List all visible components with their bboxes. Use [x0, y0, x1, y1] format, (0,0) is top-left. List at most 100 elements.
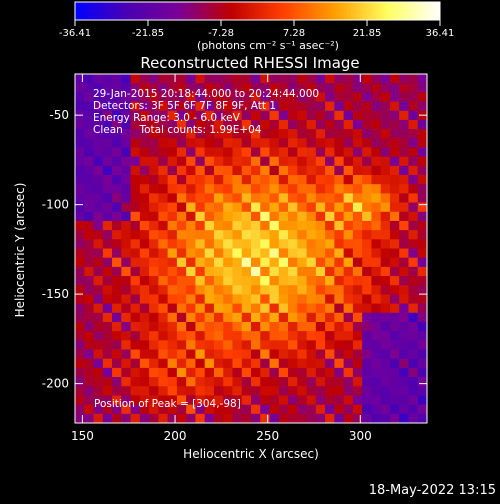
heatmap-cell: [186, 257, 196, 268]
heatmap-cell: [269, 312, 280, 323]
heatmap-cell: [315, 184, 326, 194]
heatmap-cell: [204, 119, 215, 130]
heatmap-cell: [417, 266, 427, 277]
heatmap-cell: [380, 184, 391, 194]
heatmap-cell: [389, 165, 400, 176]
heatmap-cell: [139, 202, 150, 213]
heatmap-cell: [352, 211, 363, 222]
heatmap-cell: [315, 321, 326, 332]
heatmap-cell: [288, 184, 298, 194]
heatmap-cell: [334, 312, 345, 323]
heatmap-cell: [149, 386, 159, 396]
heatmap-cell: [325, 349, 335, 360]
heatmap-cell: [417, 248, 427, 259]
heatmap-cell: [176, 211, 187, 222]
heatmap-cell: [371, 257, 382, 268]
heatmap-cell: [371, 321, 382, 332]
heatmap-cell: [130, 211, 141, 222]
heatmap-cell: [121, 404, 131, 415]
heatmap-cell: [195, 220, 206, 231]
heatmap-cell: [362, 377, 372, 387]
heatmap-cell: [399, 74, 409, 84]
heatmap-cell: [251, 211, 261, 222]
heatmap-cell: [223, 395, 233, 406]
heatmap-cell: [380, 110, 391, 121]
heatmap-cell: [389, 230, 400, 240]
heatmap-cell: [288, 266, 298, 277]
heatmap-cell: [371, 294, 382, 304]
heatmap-cell: [232, 119, 243, 130]
heatmap-cell: [84, 266, 94, 277]
heatmap-cell: [260, 321, 270, 332]
heatmap-cell: [149, 285, 159, 295]
heatmap-cell: [352, 266, 363, 277]
heatmap-cell: [352, 294, 363, 304]
heatmap-cell: [195, 358, 206, 369]
heatmap-cell: [75, 312, 85, 323]
colorbar-tick-label: -36.41: [59, 28, 91, 39]
heatmap-cell: [251, 413, 261, 423]
heatmap-cell: [213, 119, 224, 130]
heatmap-cell: [158, 285, 169, 295]
heatmap-cell: [343, 202, 354, 213]
heatmap-cell: [186, 276, 196, 286]
heatmap-cell: [362, 165, 372, 176]
heatmap-cell: [362, 367, 372, 378]
heatmap-cell: [288, 220, 298, 231]
detectors-annotation: Detectors: 3F 5F 6F 7F 8F 9F, Att 1: [93, 100, 276, 112]
heatmap-cell: [121, 349, 131, 360]
heatmap-cell: [380, 83, 391, 93]
heatmap-cell: [371, 202, 382, 213]
heatmap-cell: [371, 303, 382, 314]
heatmap-cell: [343, 74, 354, 84]
heatmap-cell: [130, 404, 141, 415]
heatmap-cell: [176, 184, 187, 194]
heatmap-cell: [343, 184, 354, 194]
heatmap-cell: [288, 367, 298, 378]
heatmap-cell: [167, 211, 178, 222]
heatmap-cell: [408, 92, 419, 102]
heatmap-cell: [399, 321, 409, 332]
heatmap-cell: [167, 413, 178, 423]
heatmap-cell: [75, 349, 85, 360]
heatmap-cell: [223, 184, 233, 194]
heatmap-cell: [176, 193, 187, 203]
heatmap-cell: [417, 294, 427, 304]
heatmap-cell: [195, 413, 206, 423]
heatmap-cell: [158, 239, 169, 249]
heatmap-cell: [343, 312, 354, 323]
heatmap-cell: [93, 386, 104, 396]
heatmap-cell: [213, 331, 224, 341]
heatmap-cell: [251, 147, 261, 158]
heatmap-cell: [102, 184, 113, 194]
heatmap-cell: [93, 220, 104, 231]
heatmap-cell: [399, 285, 409, 295]
heatmap-cell: [112, 386, 122, 396]
heatmap-cell: [325, 367, 335, 378]
heatmap-cell: [112, 193, 122, 203]
heatmap-cell: [139, 377, 150, 387]
heatmap-cell: [186, 239, 196, 249]
heatmap-cell: [380, 230, 391, 240]
heatmap-cell: [121, 165, 131, 176]
heatmap-cell: [260, 294, 270, 304]
heatmap-cell: [315, 303, 326, 314]
heatmap-cell: [334, 156, 345, 167]
heatmap-cell: [204, 230, 215, 240]
heatmap-cell: [149, 321, 159, 332]
heatmap-cell: [112, 404, 122, 415]
heatmap-cell: [362, 156, 372, 167]
heatmap-cell: [389, 83, 400, 93]
heatmap-cell: [297, 220, 307, 231]
heatmap-cell: [176, 129, 187, 139]
heatmap-cell: [102, 404, 113, 415]
heatmap-cell: [93, 395, 104, 406]
heatmap-cell: [158, 386, 169, 396]
heatmap-cell: [315, 248, 326, 259]
heatmap-cell: [130, 119, 141, 130]
heatmap-cell: [278, 404, 289, 415]
heatmap-cell: [417, 276, 427, 286]
heatmap-cell: [325, 248, 335, 259]
heatmap-cell: [343, 230, 354, 240]
heatmap-cell: [241, 349, 252, 360]
